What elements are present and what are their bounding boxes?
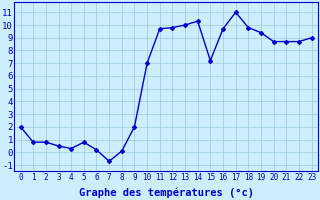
X-axis label: Graphe des températures (°c): Graphe des températures (°c) <box>79 187 253 198</box>
